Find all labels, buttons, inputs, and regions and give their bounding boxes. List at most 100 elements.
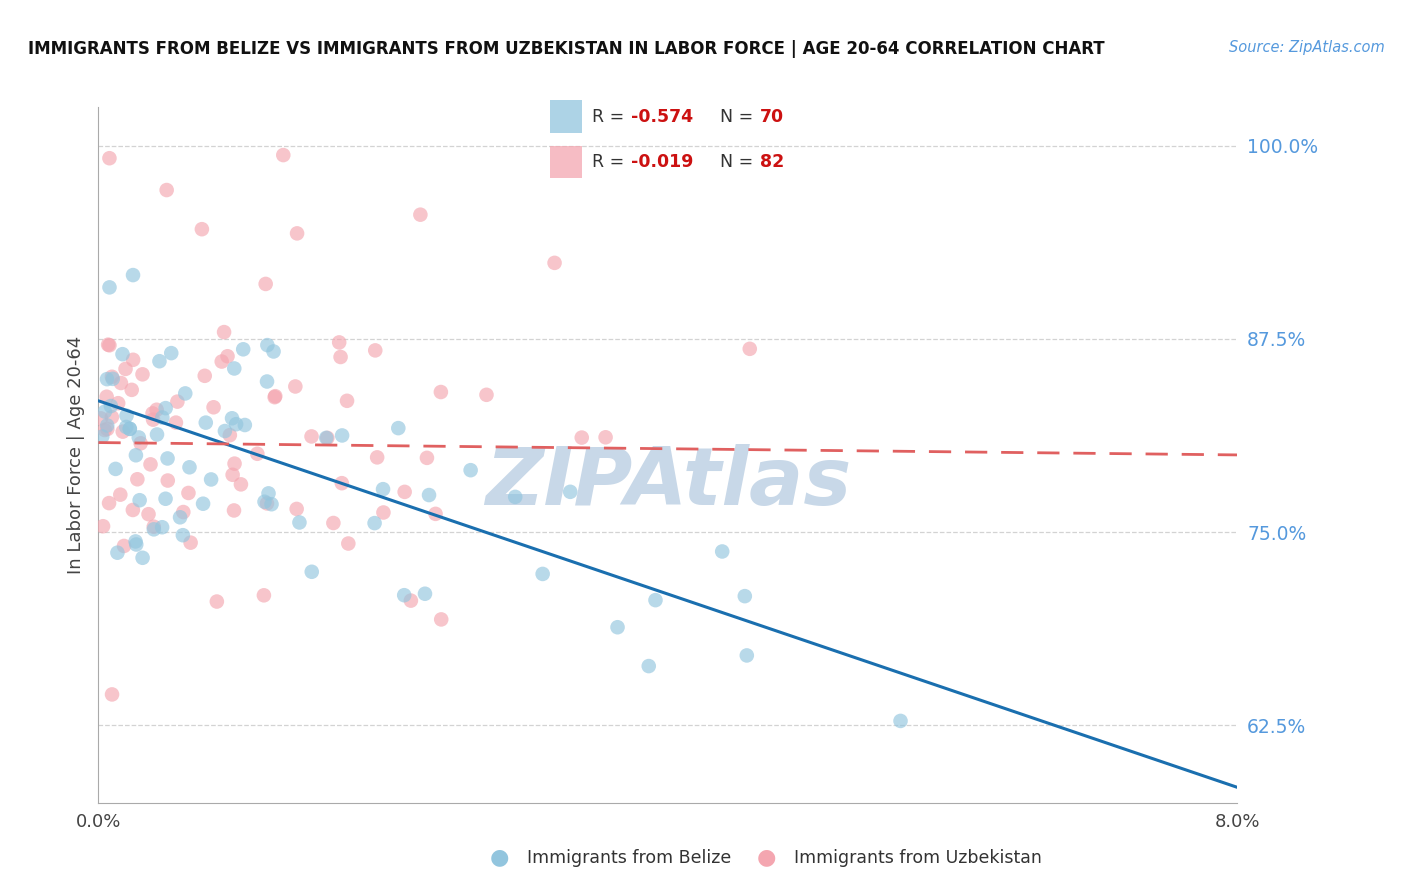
Point (288, 516, 311, 530)
Text: -0.574: -0.574 (631, 108, 693, 126)
Point (93, 423, 115, 437)
Point (101, 369, 124, 384)
Point (98, 151, 121, 165)
Point (111, 347, 134, 361)
Point (543, 256, 565, 270)
Point (214, 424, 236, 438)
Point (222, 503, 245, 517)
Point (96, 418, 118, 433)
Point (156, 451, 179, 466)
Text: -0.019: -0.019 (631, 153, 693, 171)
Text: ZIPAtlas: ZIPAtlas (485, 443, 851, 522)
Point (606, 620, 628, 634)
Point (142, 522, 165, 536)
Point (114, 362, 136, 376)
Point (121, 503, 143, 517)
Point (131, 550, 153, 565)
Point (371, 482, 394, 496)
Text: R =: R = (592, 153, 630, 171)
Point (101, 687, 124, 701)
Point (125, 537, 148, 551)
Point (224, 361, 246, 376)
Point (129, 436, 152, 450)
Point (179, 460, 201, 475)
Point (191, 497, 214, 511)
Point (172, 528, 194, 542)
Point (413, 587, 436, 601)
Point (264, 389, 287, 403)
Point (180, 535, 202, 549)
Point (416, 450, 439, 465)
Point (399, 593, 422, 607)
Point (156, 474, 179, 488)
Point (128, 493, 150, 508)
Text: Immigrants from Belize: Immigrants from Belize (527, 849, 731, 867)
Point (174, 386, 197, 401)
Point (256, 496, 278, 510)
Point (98, 496, 121, 510)
Point (169, 510, 191, 524)
Point (418, 488, 440, 502)
Text: ●: ● (756, 847, 776, 867)
Point (145, 402, 167, 417)
Point (271, 148, 294, 162)
Point (889, 714, 911, 728)
Point (531, 566, 554, 581)
Text: N =: N = (720, 108, 759, 126)
Point (166, 394, 188, 409)
Point (256, 375, 278, 389)
Point (138, 507, 160, 521)
Point (734, 589, 756, 603)
Point (122, 352, 145, 367)
Point (107, 396, 129, 410)
Point (202, 401, 225, 415)
Point (246, 447, 269, 461)
Point (260, 497, 283, 511)
Point (328, 335, 350, 350)
Point (115, 420, 138, 434)
Point (104, 462, 127, 476)
Point (316, 431, 339, 445)
Point (127, 472, 149, 486)
Point (394, 484, 416, 499)
Point (301, 565, 323, 579)
Point (329, 350, 352, 364)
Point (232, 343, 254, 357)
Point (392, 588, 415, 602)
Point (225, 417, 247, 432)
Point (430, 384, 453, 399)
Point (200, 473, 222, 487)
Point (205, 594, 228, 608)
Point (738, 342, 761, 356)
Point (112, 539, 135, 553)
Text: ●: ● (489, 847, 509, 867)
FancyBboxPatch shape (550, 101, 582, 133)
Point (221, 467, 243, 482)
Point (229, 477, 252, 491)
Point (285, 227, 308, 241)
Point (165, 416, 187, 430)
Point (142, 519, 165, 533)
Point (177, 486, 200, 500)
Point (211, 354, 233, 368)
Point (122, 268, 145, 282)
Point (146, 427, 169, 442)
Point (139, 458, 162, 472)
Point (364, 343, 387, 358)
Text: R =: R = (592, 108, 630, 126)
Point (373, 506, 395, 520)
Point (425, 507, 447, 521)
Point (111, 425, 134, 439)
Point (91, 429, 114, 443)
Point (94, 404, 117, 418)
Point (125, 448, 148, 462)
Point (128, 430, 150, 444)
Point (150, 520, 173, 534)
Point (90, 411, 112, 425)
Point (110, 488, 132, 502)
Point (96, 372, 118, 386)
Point (142, 406, 165, 420)
Point (284, 379, 307, 393)
Text: Immigrants from Uzbekistan: Immigrants from Uzbekistan (794, 849, 1042, 867)
Text: Source: ZipAtlas.com: Source: ZipAtlas.com (1229, 40, 1385, 55)
